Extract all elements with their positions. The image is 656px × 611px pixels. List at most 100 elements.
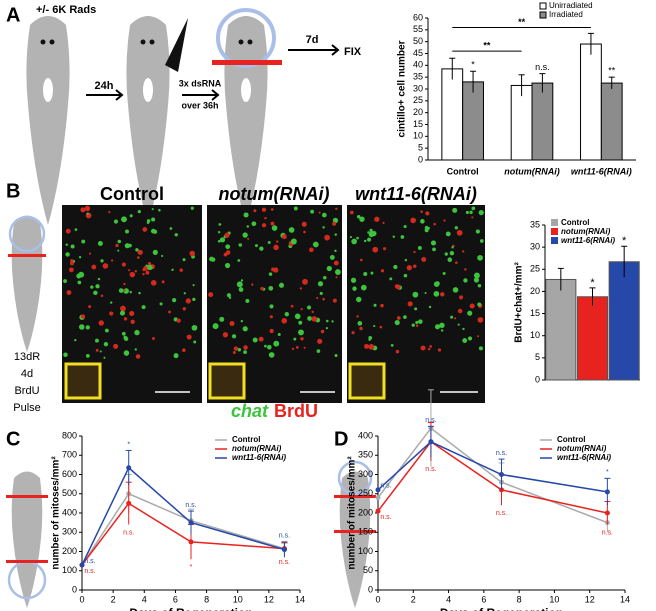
arrows [86, 44, 340, 101]
cell-dot [363, 271, 368, 277]
legend-label: Control [557, 435, 585, 444]
cell-dot [454, 226, 458, 230]
cell-dot [225, 244, 231, 250]
cell-dot [294, 313, 301, 320]
cell-dot [368, 338, 371, 342]
cell-dot [443, 219, 446, 222]
cell-dot [326, 319, 329, 323]
cell-dot [392, 235, 396, 238]
cell-dot [243, 350, 247, 354]
cell-dot [110, 301, 113, 304]
cell-dot [440, 329, 444, 332]
x-tick-label: 6 [481, 594, 486, 604]
cell-dot [115, 243, 119, 248]
cell-dot [247, 237, 250, 240]
cell-dot [321, 212, 327, 218]
y-tick-label: 45 [413, 48, 423, 58]
bracket-label: ** [483, 41, 491, 51]
cell-dot [191, 324, 198, 331]
cell-dot [359, 258, 363, 262]
cell-dot [295, 346, 299, 349]
cell-dot [464, 268, 467, 271]
cell-dot [452, 287, 459, 293]
cell-dot [113, 219, 118, 224]
y-tick-label: 400 [358, 430, 373, 440]
x-tick-label: notum(RNAi) [504, 166, 560, 176]
cell-dot [70, 259, 74, 263]
cell-dot [98, 320, 104, 326]
cell-dot [473, 277, 480, 283]
cell-dot [477, 302, 482, 307]
x-tick-label: 8 [204, 594, 209, 604]
sig-label: n.s. [123, 529, 134, 536]
y-tick-label: 700 [62, 450, 77, 460]
y-axis-label: BrdU+chat+/mm² [514, 262, 525, 343]
y-tick-label: 25 [530, 264, 540, 274]
cell-dot [124, 243, 130, 249]
worm [11, 471, 43, 608]
cell-dot [76, 273, 82, 279]
cell-dot [228, 296, 232, 299]
cell-dot [428, 305, 432, 309]
bar [576, 296, 609, 381]
cell-dot [261, 223, 267, 228]
y-tick-label: 0 [72, 584, 77, 594]
cell-dot [217, 239, 221, 243]
stain-label: chat [231, 401, 269, 421]
sig-label: * [471, 60, 475, 70]
cell-dot [477, 283, 482, 288]
micrograph-heading: Control [100, 184, 164, 204]
cell-dot [451, 246, 454, 249]
cell-dot [298, 329, 304, 336]
cell-dot [462, 327, 465, 331]
pulse-label: Pulse [13, 402, 41, 414]
sig-label: n.s. [279, 533, 290, 540]
cell-dot [469, 303, 475, 309]
cell-dot [212, 323, 219, 330]
cell-dot [404, 258, 408, 262]
cell-dot [300, 307, 303, 311]
y-tick-label: 50 [363, 565, 373, 575]
cell-dot [224, 262, 231, 269]
schematic-label: FIX [344, 46, 362, 58]
cell-dot [65, 228, 71, 234]
x-tick-label: wnt11-6(RNAi) [571, 166, 632, 176]
cell-dot [129, 310, 135, 316]
cell-dot [66, 290, 72, 295]
cell-dot [335, 207, 338, 210]
cell-dot [415, 324, 419, 327]
cell-dot [193, 340, 197, 344]
bar [441, 68, 464, 161]
cell-dot [380, 303, 384, 308]
cell-dot [169, 227, 173, 230]
cell-dot [192, 297, 196, 302]
bar [510, 84, 533, 161]
x-tick-label: Control [447, 166, 479, 176]
cell-dot [211, 257, 214, 261]
y-tick-label: 30 [530, 242, 540, 252]
cell-dot [278, 282, 285, 288]
cell-dot [85, 353, 90, 358]
cell-dot [258, 336, 264, 342]
legend-label: notum(RNAi) [557, 444, 607, 453]
cell-dot [91, 264, 97, 270]
cell-dot [471, 206, 476, 211]
x-tick-label: 0 [79, 594, 84, 604]
cell-dot [449, 250, 455, 256]
x-tick-label: 8 [517, 594, 522, 604]
cell-dot [80, 314, 86, 319]
bracket-label: ** [518, 17, 526, 27]
legend-label: Control [232, 435, 260, 444]
cell-dot [363, 239, 367, 243]
cell-dot [95, 338, 99, 343]
cell-dot [359, 326, 363, 331]
y-tick-label: 25 [413, 95, 423, 105]
cell-dot [151, 208, 154, 211]
cell-dot [179, 268, 184, 272]
cell-dot [182, 348, 186, 352]
cell-dot [65, 243, 69, 247]
cell-dot [189, 250, 195, 257]
cell-dot [190, 206, 194, 210]
cell-dot [269, 315, 273, 319]
